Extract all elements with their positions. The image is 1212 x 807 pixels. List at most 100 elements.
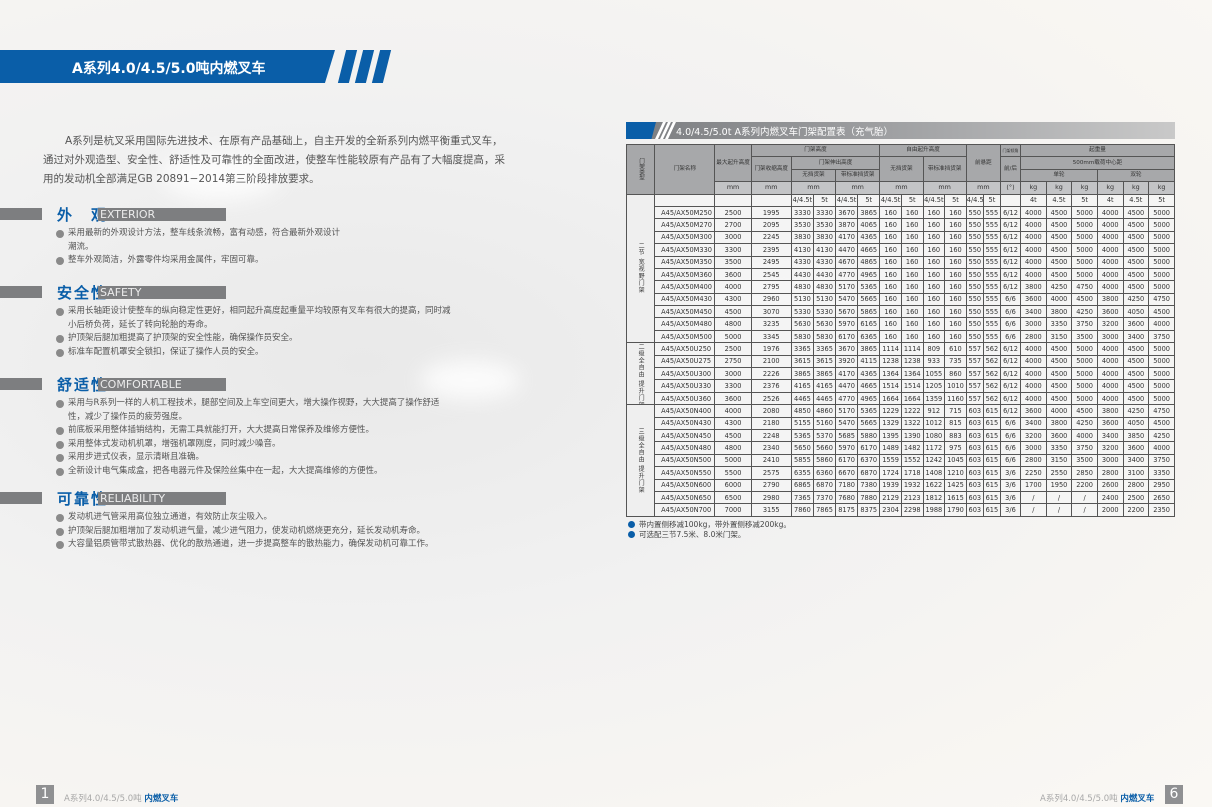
value-cell: 615 (982, 466, 1001, 480)
feature-list: 采用最新的外观设计方法，整车线条流畅，富有动感，符合最新外观设计潮流。 整车外观简… (56, 227, 346, 268)
table-row: A45/AX50N500 5000 2410 5855 5860 6170 6370 1559… (627, 453, 1175, 468)
value-cell: 1080 (922, 428, 946, 443)
mast-name-cell: A45/AX50N700 (654, 503, 716, 517)
mast-name-cell: A45/AX50M450 (654, 305, 716, 319)
mast-name-cell: A45/AX50U275 (654, 354, 716, 369)
value-cell: 1700 (1020, 478, 1047, 492)
col-tilt: 门架倾角 (999, 143, 1022, 158)
value-cell: 160 (944, 267, 967, 282)
value-cell: 6/6 (999, 428, 1022, 443)
value-cell: 2226 (750, 367, 792, 381)
heading-block (0, 492, 42, 504)
subheader-cell (714, 193, 752, 207)
value-cell: 6/12 (999, 379, 1022, 393)
mast-name-cell: A45/AX50M350 (654, 255, 716, 269)
value-cell: 3600 (714, 267, 752, 282)
mast-name-cell: A45/AX50M500 (654, 329, 716, 344)
value-cell: 1242 (922, 453, 946, 468)
value-cell: 5365 (790, 428, 814, 443)
value-cell: 3865 (812, 367, 837, 381)
section-title-cn: 舒适性 (57, 376, 109, 394)
value-cell: 4665 (857, 379, 881, 393)
col-mast-height: 门架高度 (750, 143, 881, 158)
banner-stripe (371, 50, 392, 83)
value-cell: 1210 (944, 466, 967, 480)
value-cell: 2750 (714, 354, 752, 369)
value-cell: 3830 (812, 230, 837, 245)
value-cell: 615 (982, 441, 1001, 455)
value-cell: / (1045, 503, 1073, 517)
unit: kg (1071, 181, 1098, 195)
section-title-cn: 安全性 (57, 284, 109, 302)
value-cell: 735 (944, 354, 967, 369)
value-cell: 6/6 (999, 441, 1022, 455)
table-row: A45/AX50N430 4300 2180 5155 5160 5470 5665 1329… (627, 416, 1175, 431)
value-cell: 2545 (750, 267, 792, 282)
value-cell: 4500 (1122, 267, 1150, 282)
value-cell: 3800 (1096, 292, 1124, 307)
value-cell: 4165 (812, 379, 837, 393)
table-row: A45/AX50N650 6500 2980 7365 7370 7680 7880 2129… (627, 490, 1175, 505)
value-cell: 615 (982, 428, 1001, 443)
value-cell: 2960 (750, 292, 792, 307)
value-cell: 5000 (1148, 230, 1175, 245)
value-cell: 1359 (922, 391, 946, 406)
value-cell: 1238 (879, 354, 902, 369)
value-cell: 4000 (1096, 267, 1124, 282)
value-cell: 6/12 (999, 367, 1022, 381)
table-title-bar: 4.0/4.5/5.0t A系列内燃叉车门架配置表（充气胎） (626, 122, 1175, 139)
value-cell: 2350 (1148, 503, 1175, 517)
value-cell: 5970 (835, 441, 859, 455)
value-cell: 3865 (790, 367, 814, 381)
background-light (160, 150, 280, 200)
section-title-en: EXTERIOR (98, 208, 226, 221)
value-cell: 603 (965, 428, 984, 443)
title-bar-accent (626, 122, 656, 139)
load-subheader-row: 二节 宽视野门架 4/4.5t 5t 4/4.5t 5t 4/4.5t 5t 4/4.5t 5t… (625, 193, 1175, 344)
value-cell: 3200 (1096, 317, 1124, 331)
feature-item: 前底板采用整体插销结构，无需工具就能打开，大大提高日常保养及维修方便性。 (56, 424, 456, 438)
value-cell: 3400 (1020, 416, 1047, 431)
value-cell: 1939 (879, 478, 902, 492)
value-cell: 1160 (944, 391, 967, 406)
value-cell: 603 (965, 404, 984, 418)
value-cell: 7880 (857, 490, 881, 505)
value-cell: 3300 (714, 243, 752, 257)
value-cell: 3870 (835, 218, 859, 232)
value-cell: 160 (900, 267, 924, 282)
value-cell: 4130 (790, 243, 814, 257)
value-cell: 6870 (857, 466, 881, 480)
table-row: A45/AX50U275 2750 2100 3615 3615 3920 4115 1238… (627, 354, 1175, 369)
mast-name-cell: A45/AX50M430 (654, 292, 716, 307)
table-row: A45/AX50M250 2500 1995 3330 3330 3670 3865 160 1… (627, 205, 1175, 220)
value-cell: 5000 (1071, 379, 1098, 393)
value-cell: 4500 (1071, 404, 1098, 418)
value-cell: 555 (982, 230, 1001, 245)
value-cell: 3500 (1071, 329, 1098, 344)
value-cell: 160 (900, 329, 924, 344)
value-cell: 2526 (750, 391, 792, 406)
value-cell: 4500 (1122, 342, 1150, 356)
value-cell: 1045 (944, 453, 967, 468)
value-cell: 3150 (1045, 453, 1073, 468)
value-cell: 2395 (750, 243, 792, 257)
value-cell: 6/6 (999, 292, 1022, 307)
subheader-cell (654, 193, 716, 207)
value-cell: 160 (900, 230, 924, 245)
col-free-lift: 自由起升高度 (879, 143, 967, 158)
value-cell: 160 (922, 255, 946, 269)
mast-name-cell: A45/AX50M250 (654, 205, 716, 220)
unit: kg (1096, 181, 1124, 195)
value-cell: 615 (982, 478, 1001, 492)
note-text: 带内置侧移减100kg，带外置侧移减200kg。 (639, 520, 791, 529)
value-cell: 6/6 (999, 317, 1022, 331)
value-cell: 160 (879, 317, 902, 331)
value-cell: 550 (965, 329, 984, 344)
value-cell: 615 (982, 453, 1001, 468)
value-cell: 4500 (1045, 391, 1073, 406)
value-cell: 3345 (750, 329, 792, 344)
value-cell: 5650 (790, 441, 814, 455)
value-cell: 3350 (1148, 466, 1175, 480)
value-cell: 4500 (1122, 367, 1150, 381)
value-cell: 7680 (835, 490, 859, 505)
